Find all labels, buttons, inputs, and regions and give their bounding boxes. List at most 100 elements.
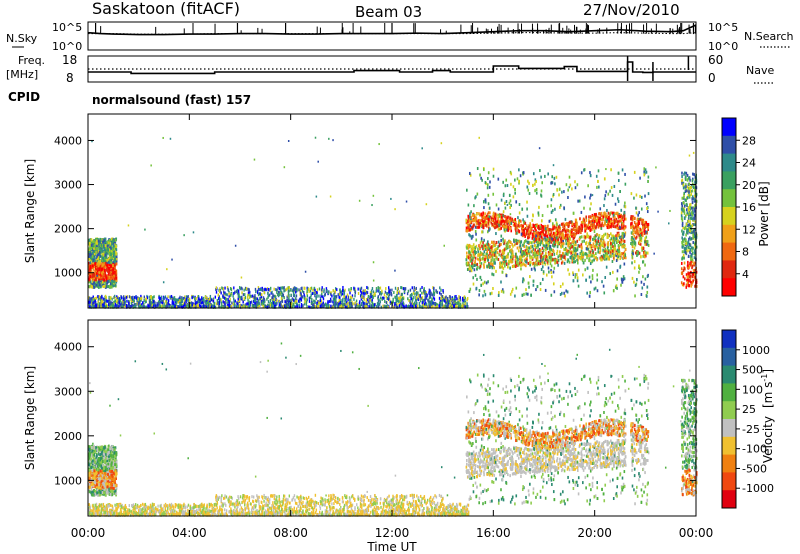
data-cell [594, 240, 597, 244]
data-cell [560, 244, 562, 248]
data-cell [610, 245, 613, 249]
data-cell [252, 295, 255, 299]
data-cell [502, 237, 504, 241]
data-cell [397, 299, 400, 303]
data-cell [641, 218, 643, 222]
data-cell [168, 303, 171, 307]
data-cell [99, 266, 102, 270]
data-cell [542, 271, 545, 275]
data-cell [137, 303, 140, 307]
data-cell [442, 290, 445, 294]
data-cell [213, 305, 216, 309]
data-cell [547, 238, 550, 242]
data-cell [327, 304, 330, 308]
data-cell [584, 268, 587, 272]
data-cell [320, 294, 322, 298]
data-cell [112, 284, 114, 288]
data-cell [646, 275, 649, 279]
data-cell [514, 252, 517, 256]
data-cell [364, 305, 366, 309]
data-cell [111, 240, 114, 244]
data-cell [509, 292, 512, 296]
data-cell [97, 283, 100, 287]
data-cell [309, 287, 312, 291]
data-cell [110, 252, 112, 256]
data-cell [88, 254, 91, 258]
data-cell [351, 296, 353, 300]
data-cell [265, 288, 267, 292]
data-cell [467, 263, 469, 267]
data-cell [454, 296, 456, 300]
data-cell [252, 299, 255, 303]
data-cell [555, 258, 558, 262]
data-cell [410, 297, 412, 301]
data-cell [345, 305, 347, 309]
data-cell [466, 302, 468, 306]
data-cell [88, 269, 91, 273]
data-cell [571, 259, 574, 263]
data-cell [159, 300, 161, 304]
data-cell [487, 177, 489, 181]
data-cell [378, 302, 380, 306]
data-cell [114, 283, 117, 287]
data-cell [281, 286, 283, 290]
data-cell [256, 289, 259, 293]
data-cell [300, 302, 303, 306]
data-cell [395, 294, 398, 298]
data-cell [108, 238, 111, 242]
data-cell [526, 200, 528, 204]
data-cell [204, 305, 206, 309]
data-cell [293, 298, 295, 302]
data-cell [638, 211, 640, 215]
data-cell [181, 296, 183, 300]
data-cell [377, 295, 380, 299]
data-cell [114, 273, 117, 277]
data-cell [271, 290, 273, 294]
data-cell [171, 305, 173, 309]
data-cell [108, 248, 111, 252]
data-cell [540, 175, 542, 179]
data-cell [560, 257, 563, 261]
data-cell [195, 297, 197, 301]
data-cell [241, 295, 243, 299]
data-cell [181, 303, 183, 307]
data-cell [515, 231, 517, 235]
data-cell [99, 270, 102, 274]
data-cell [146, 305, 148, 309]
data-cell [647, 243, 650, 247]
data-cell [106, 248, 109, 252]
data-cell [630, 192, 633, 196]
data-cell [593, 287, 596, 291]
data-cell [491, 246, 493, 250]
data-cell [230, 288, 233, 292]
data-cell [400, 305, 403, 309]
data-cell [254, 302, 256, 306]
data-cell [495, 255, 497, 259]
data-cell [620, 235, 622, 239]
data-cell [93, 264, 95, 268]
data-cell [446, 304, 448, 308]
data-cell [523, 244, 526, 248]
data-cell [615, 253, 618, 257]
data-cell [492, 167, 495, 171]
data-cell [258, 304, 261, 308]
data-cell [330, 304, 332, 308]
data-cell [647, 227, 649, 231]
data-cell [114, 257, 116, 261]
nsearch-line [88, 32, 697, 35]
data-cell [553, 235, 555, 239]
data-cell [108, 302, 111, 306]
data-cell [340, 304, 343, 308]
data-cell [223, 290, 225, 294]
data-cell [338, 292, 341, 296]
data-cell [107, 266, 110, 270]
data-cell [255, 300, 257, 304]
data-cell [643, 282, 645, 286]
data-cell [367, 298, 369, 302]
data-cell [472, 234, 474, 238]
data-cell [562, 225, 564, 229]
data-cell [441, 305, 444, 309]
data-cell [299, 293, 301, 297]
data-cell [522, 228, 525, 232]
data-cell [640, 280, 643, 284]
